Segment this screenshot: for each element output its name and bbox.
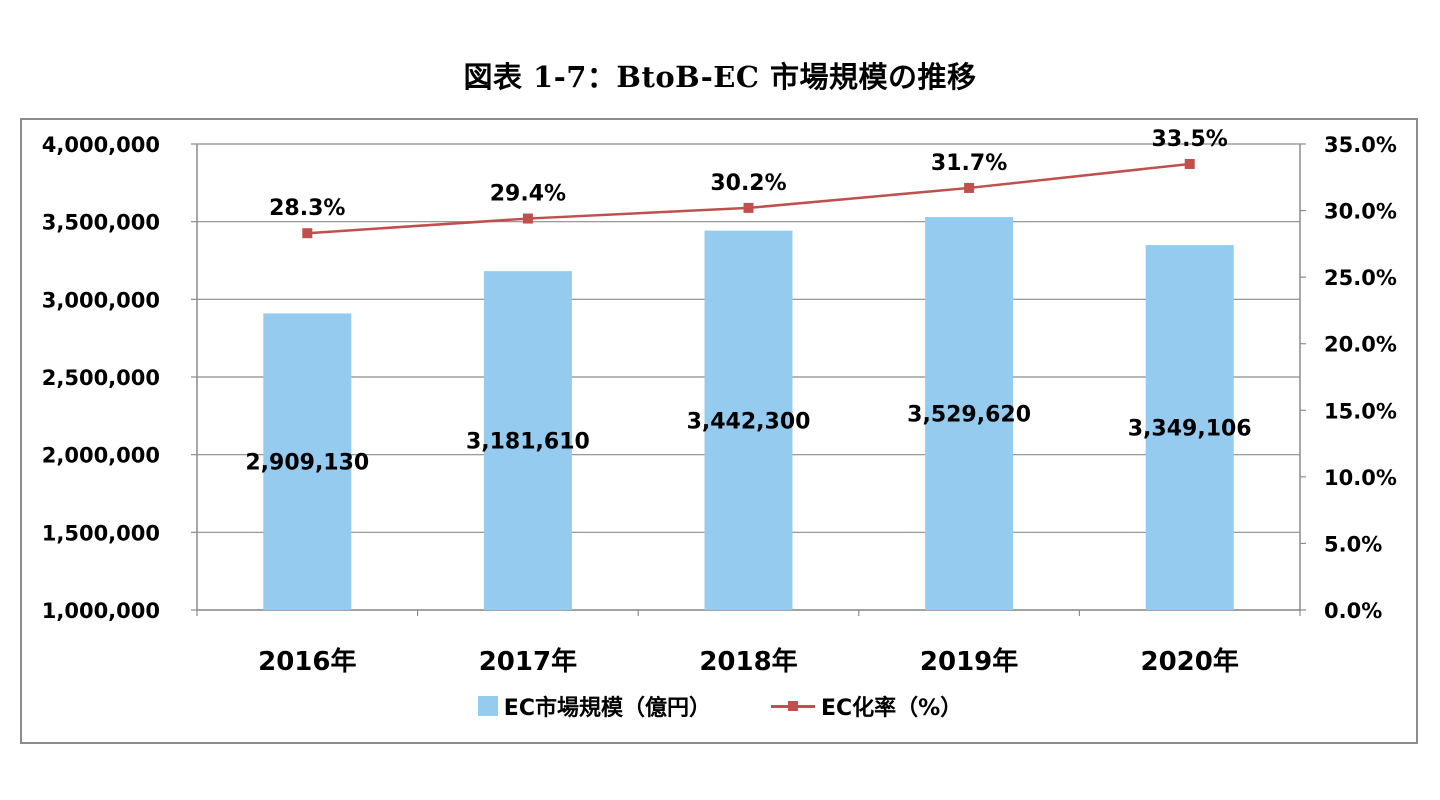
line-data-label: 29.4% <box>490 182 566 207</box>
line-data-label: 33.5% <box>1152 127 1228 152</box>
y-left-tick-label: 2,000,000 <box>42 444 160 468</box>
bar-data-label: 3,442,300 <box>687 409 811 434</box>
bar <box>483 271 572 610</box>
y-left-tick-label: 1,500,000 <box>42 521 160 545</box>
bar <box>925 217 1014 611</box>
bar <box>1145 245 1234 610</box>
line-point <box>743 202 754 213</box>
y-right-tick-label: 10.0% <box>1324 466 1397 490</box>
y-left-tick-label: 4,000,000 <box>42 133 160 157</box>
line-data-label: 28.3% <box>269 196 345 221</box>
chart-title: 図表 1-7：BtoB-EC 市場規模の推移 <box>463 60 977 94</box>
x-tick-label: 2020年 <box>1141 646 1239 677</box>
line-data-label: 30.2% <box>710 171 786 196</box>
chart-legend: EC市場規模（億円） EC化率（%） <box>0 686 1440 726</box>
x-tick-label: 2018年 <box>699 646 797 677</box>
legend-bar-swatch <box>477 696 498 716</box>
bar-data-label: 3,529,620 <box>907 403 1031 428</box>
y-right-tick-label: 25.0% <box>1324 266 1397 290</box>
x-tick-label: 2016年 <box>258 646 356 677</box>
y-right-tick-label: 0.0% <box>1324 599 1382 623</box>
y-right-tick-label: 5.0% <box>1324 532 1382 556</box>
y-left-tick-label: 3,500,000 <box>42 211 160 235</box>
legend-item-market-size: EC市場規模（億円） <box>477 690 711 722</box>
y-right-tick-label: 30.0% <box>1324 200 1397 224</box>
y-left-tick-label: 2,500,000 <box>42 366 160 390</box>
x-tick-label: 2019年 <box>920 646 1018 677</box>
y-left-tick-label: 1,000,000 <box>42 599 160 623</box>
bar-data-label: 2,909,130 <box>245 451 369 476</box>
bar-data-label: 3,349,106 <box>1128 417 1252 442</box>
line-point <box>302 228 313 239</box>
legend-label-ec-rate: EC化率（%） <box>820 696 963 721</box>
legend-item-ec-rate: EC化率（%） <box>770 690 963 722</box>
legend-label-market-size: EC市場規模（億円） <box>503 696 711 721</box>
line-point <box>964 182 975 193</box>
bar-data-label: 3,181,610 <box>466 430 590 455</box>
line-data-label: 31.7% <box>931 151 1007 176</box>
y-left-tick-label: 3,000,000 <box>42 288 160 312</box>
bar <box>704 230 793 610</box>
bar <box>263 313 352 610</box>
line-point <box>1184 158 1195 169</box>
y-right-tick-label: 15.0% <box>1324 399 1397 423</box>
y-right-tick-label: 20.0% <box>1324 333 1397 357</box>
legend-line-swatch <box>770 696 815 716</box>
x-tick-label: 2017年 <box>479 646 577 677</box>
y-right-tick-label: 35.0% <box>1324 133 1397 157</box>
line-point <box>522 213 533 224</box>
